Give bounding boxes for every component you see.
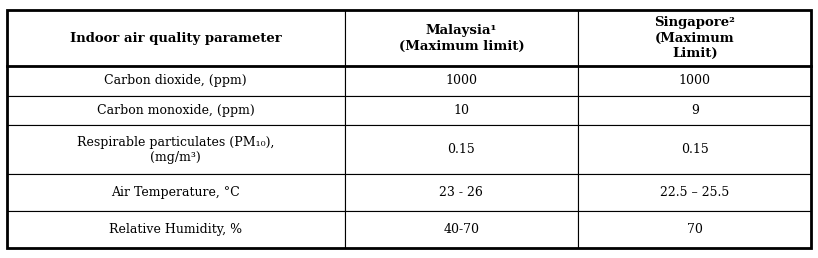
Bar bbox=[7, 96, 344, 125]
Bar bbox=[7, 125, 344, 174]
Bar bbox=[344, 174, 578, 211]
Text: 10: 10 bbox=[453, 104, 470, 117]
Text: 22.5 – 25.5: 22.5 – 25.5 bbox=[660, 186, 730, 199]
Text: Carbon dioxide, (ppm): Carbon dioxide, (ppm) bbox=[104, 75, 247, 87]
Bar bbox=[578, 66, 811, 96]
Bar bbox=[578, 174, 811, 211]
Text: 0.15: 0.15 bbox=[681, 143, 708, 156]
Bar bbox=[578, 211, 811, 248]
Text: 1000: 1000 bbox=[445, 75, 478, 87]
Bar bbox=[344, 10, 578, 66]
Bar bbox=[7, 174, 344, 211]
Text: 9: 9 bbox=[691, 104, 699, 117]
Bar bbox=[344, 211, 578, 248]
Bar bbox=[344, 96, 578, 125]
Text: Indoor air quality parameter: Indoor air quality parameter bbox=[70, 32, 281, 45]
Text: 0.15: 0.15 bbox=[447, 143, 475, 156]
Bar bbox=[7, 10, 344, 66]
Text: 40-70: 40-70 bbox=[443, 223, 479, 236]
Text: 70: 70 bbox=[687, 223, 703, 236]
Bar bbox=[578, 10, 811, 66]
Text: Air Temperature, °C: Air Temperature, °C bbox=[111, 186, 240, 199]
Text: Carbon monoxide, (ppm): Carbon monoxide, (ppm) bbox=[97, 104, 254, 117]
Bar bbox=[344, 66, 578, 96]
Text: Relative Humidity, %: Relative Humidity, % bbox=[109, 223, 242, 236]
Text: 23 - 26: 23 - 26 bbox=[439, 186, 483, 199]
Text: 1000: 1000 bbox=[679, 75, 711, 87]
Text: Respirable particulates (PM₁₀),
(mg/m³): Respirable particulates (PM₁₀), (mg/m³) bbox=[77, 135, 274, 164]
Bar bbox=[578, 96, 811, 125]
Text: Singapore²
(Maximum
Limit): Singapore² (Maximum Limit) bbox=[654, 16, 735, 60]
Text: Malaysia¹
(Maximum limit): Malaysia¹ (Maximum limit) bbox=[398, 24, 524, 52]
Bar bbox=[7, 66, 344, 96]
Bar bbox=[344, 125, 578, 174]
Bar bbox=[7, 211, 344, 248]
Bar bbox=[578, 125, 811, 174]
